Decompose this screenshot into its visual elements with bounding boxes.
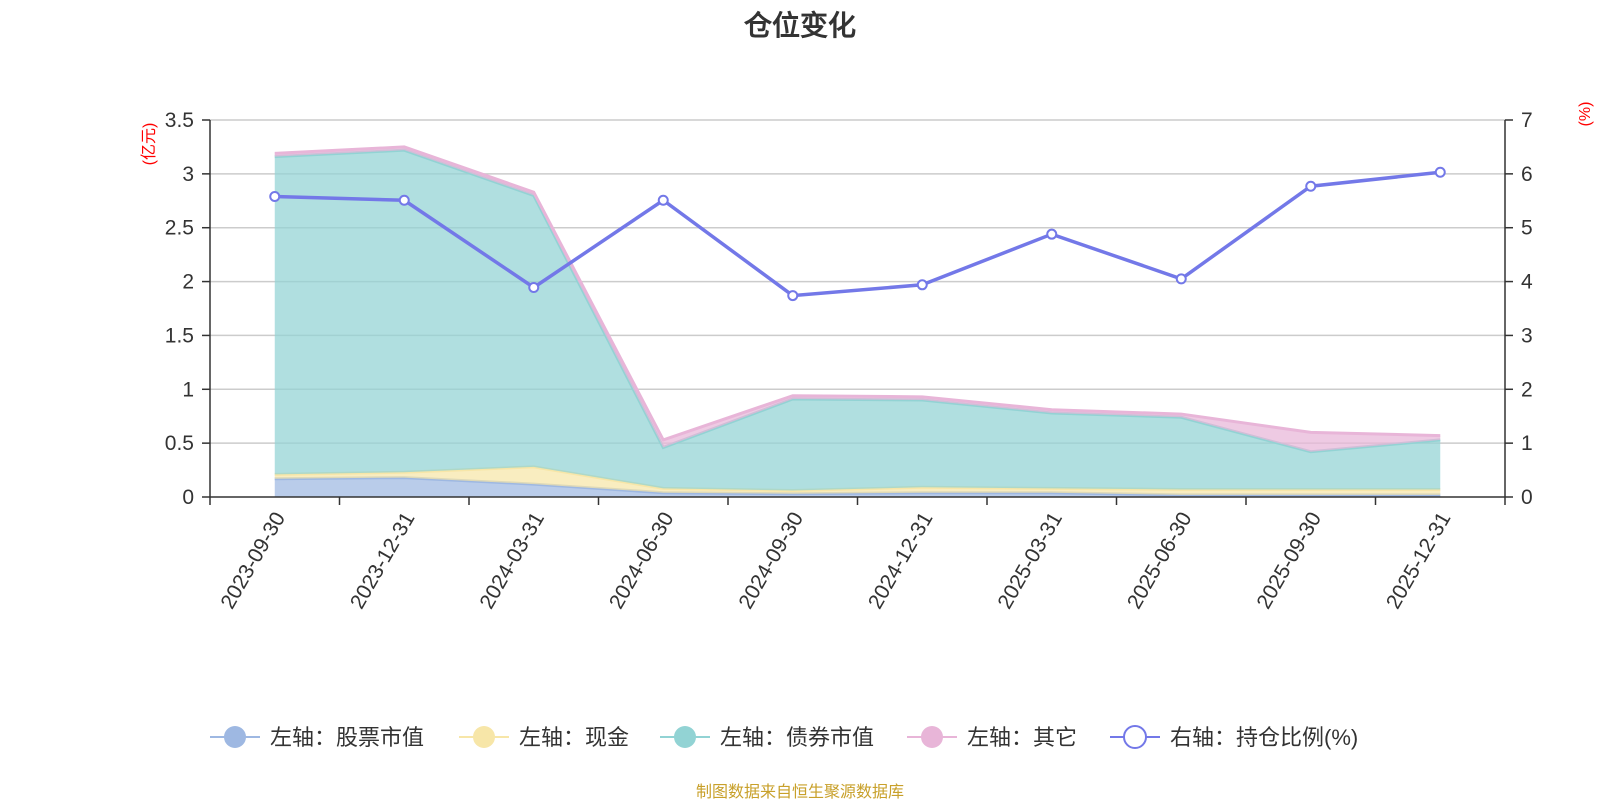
legend-marker-1[interactable]: [224, 726, 246, 748]
right-axis-tick-label: 5: [1521, 217, 1533, 240]
left-axis-tick-label: 3: [182, 163, 194, 186]
x-axis-tick-label: 2023-09-30: [216, 508, 290, 613]
right-axis-tick-label: 1: [1521, 432, 1533, 455]
x-axis-tick-label: 2024-09-30: [734, 508, 808, 613]
ratio-point[interactable]: [398, 194, 410, 206]
left-axis-tick-label: 0.5: [165, 432, 194, 455]
ratio-point[interactable]: [1175, 273, 1187, 285]
left-axis-tick-label: 2.5: [165, 217, 194, 240]
x-axis-tick-label: 2024-12-31: [864, 508, 938, 613]
left-axis-tick-label: 3.5: [165, 109, 194, 132]
area-series-3: [274, 150, 1441, 491]
holding-ratio-line: [269, 166, 1446, 302]
legend-label-4[interactable]: 左轴：其它: [967, 725, 1077, 750]
legend: 左轴：股票市值 左轴：现金 左轴：债券市值 左轴：其它 右轴：持仓比例(%): [210, 725, 1358, 750]
left-axis-tick-label: 1: [182, 378, 194, 401]
legend-marker-4[interactable]: [921, 726, 943, 748]
right-axis-tick-label: 6: [1521, 163, 1533, 186]
chart-title: 仓位变化: [743, 10, 856, 41]
area-series-edge-4: [274, 145, 1441, 442]
legend-label-5[interactable]: 右轴：持仓比例(%): [1170, 725, 1358, 750]
ratio-point[interactable]: [1434, 166, 1446, 178]
right-axis-tick-label: 2: [1521, 378, 1533, 401]
legend-marker-5[interactable]: [1123, 725, 1147, 749]
data-source-note: 制图数据来自恒生聚源数据库: [695, 784, 904, 801]
ratio-point[interactable]: [528, 281, 540, 293]
right-axis-unit: (%): [1577, 102, 1594, 127]
ratio-point[interactable]: [269, 190, 281, 202]
left-axis-tick-label: 1.5: [165, 324, 194, 347]
area-series-2: [274, 466, 1441, 495]
legend-label-3[interactable]: 左轴：债券市值: [720, 725, 874, 750]
legend-label-2[interactable]: 左轴：现金: [519, 725, 629, 750]
x-axis-tick-label: 2025-09-30: [1252, 508, 1326, 613]
left-axis-unit: (亿元): [140, 123, 158, 166]
left-axis-tick-label: 2: [182, 271, 194, 294]
ratio-point[interactable]: [916, 279, 928, 291]
right-axis-tick-label: 0: [1521, 486, 1533, 509]
x-axis-tick-label: 2025-06-30: [1123, 508, 1197, 613]
ratio-point[interactable]: [1305, 180, 1317, 192]
ratio-line-path: [274, 170, 1441, 298]
ratio-point[interactable]: [1046, 228, 1058, 240]
right-axis-tick-label: 4: [1521, 271, 1533, 294]
legend-label-1[interactable]: 左轴：股票市值: [270, 725, 424, 750]
x-axis-tick-label: 2024-03-31: [475, 508, 549, 613]
legend-marker-3[interactable]: [674, 726, 696, 748]
x-axis-tick-label: 2023-12-31: [346, 508, 420, 613]
ratio-point[interactable]: [787, 290, 799, 302]
left-axis-tick-label: 0: [182, 486, 194, 509]
x-axis-tick-label: 2024-06-30: [605, 508, 679, 613]
x-axis-tick-label: 2025-12-31: [1382, 508, 1456, 613]
ratio-point[interactable]: [657, 194, 669, 206]
legend-marker-2[interactable]: [473, 726, 495, 748]
x-axis-tick-label: 2025-03-31: [993, 508, 1067, 613]
right-axis-tick-label: 3: [1521, 324, 1533, 347]
right-axis-tick-label: 7: [1521, 109, 1533, 132]
stacked-areas: [274, 145, 1441, 497]
area-series-1: [274, 477, 1441, 497]
